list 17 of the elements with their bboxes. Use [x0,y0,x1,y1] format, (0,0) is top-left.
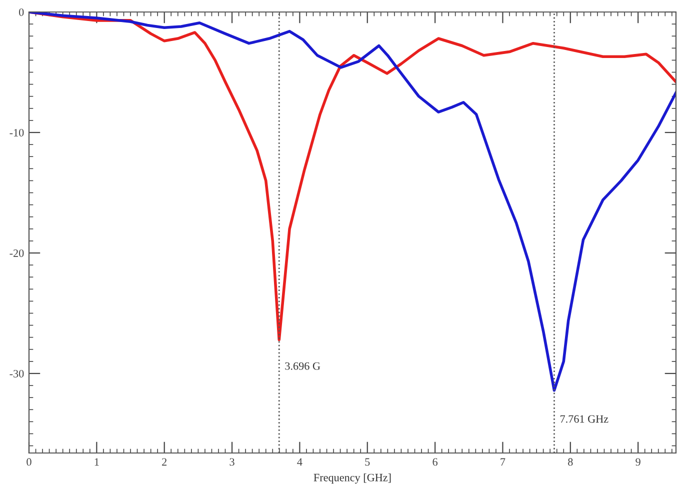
y-tick-label: 0 [19,8,24,16]
x-tick-label: 5 [365,458,370,466]
ref-line-label: 7.761 GHz [560,415,608,423]
x-tick-label: 3 [230,458,234,466]
x-tick-label: 2 [162,458,167,466]
y-tick-label: -10 [10,128,24,136]
x-tick-label: 4 [297,458,302,466]
x-tick-label: 1 [94,458,99,466]
x-tick-label: 7 [500,458,506,466]
x-tick-label: 9 [636,458,640,466]
x-tick-label: 0 [26,458,32,466]
x-axis-title: Frequency [GHz] [314,473,391,484]
y-tick-label: -20 [10,249,24,257]
y-tick-label: -30 [10,370,24,378]
x-tick-label: 6 [432,458,438,466]
x-tick-label: 8 [568,458,573,466]
ref-line-label: 3.696 G [285,362,320,370]
